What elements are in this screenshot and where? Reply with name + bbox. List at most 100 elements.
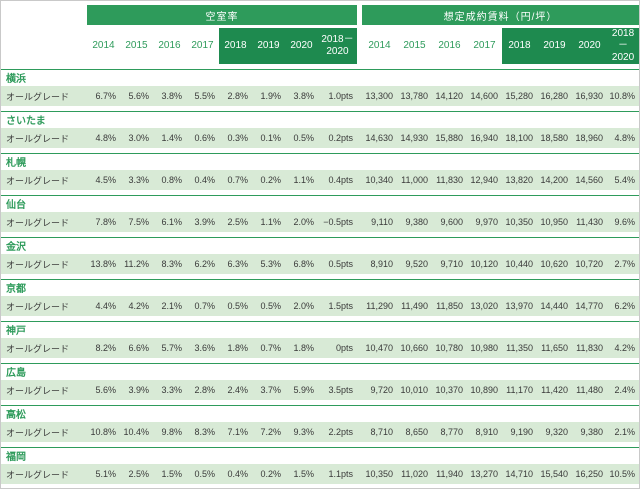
year-header-vacancy-2: 2015 — [120, 28, 153, 64]
vacancy-value: 4.8% — [87, 128, 120, 148]
vacancy-value: 9.3% — [285, 422, 318, 442]
vacancy-value: 0.8% — [153, 170, 186, 190]
city-name: 神戸 — [1, 320, 639, 338]
vacancy-value: 5.9% — [285, 380, 318, 400]
vacancy-value: 0.5% — [219, 296, 252, 316]
city-row: 福岡 — [1, 446, 639, 464]
rent-value: 10,440 — [502, 254, 537, 274]
city-row: 札幌 — [1, 152, 639, 170]
vacancy-value: 0.2% — [252, 170, 285, 190]
vacancy-value: 0.5% — [252, 296, 285, 316]
rent-value: 18,960 — [572, 128, 607, 148]
rent-value: 5.4% — [607, 170, 639, 190]
section-spacer-row — [1, 400, 639, 405]
vacancy-value: 2.0% — [285, 212, 318, 232]
vacancy-value: 0.6% — [186, 128, 219, 148]
vacancy-value: 1.9% — [252, 86, 285, 106]
rent-value: 13,970 — [502, 296, 537, 316]
vacancy-value: 7.8% — [87, 212, 120, 232]
vacancy-value: 3.0% — [120, 128, 153, 148]
vacancy-value: 2.8% — [219, 86, 252, 106]
vacancy-value: 6.2% — [186, 254, 219, 274]
vacancy-value: 1.1pts — [318, 464, 357, 484]
rent-value: 18,100 — [502, 128, 537, 148]
rent-value: 13,300 — [362, 86, 397, 106]
rent-value: 9,720 — [362, 380, 397, 400]
vacancy-value: 8.3% — [153, 254, 186, 274]
rent-value: 13,020 — [467, 296, 502, 316]
column-gap — [357, 212, 362, 232]
rent-value: 8,910 — [362, 254, 397, 274]
vacancy-value: 0.5pts — [318, 254, 357, 274]
city-name: 京都 — [1, 278, 639, 296]
vacancy-value: 1.8% — [285, 338, 318, 358]
vacancy-value: 5.6% — [87, 380, 120, 400]
vacancy-value: 5.6% — [120, 86, 153, 106]
vacancy-value: 8.2% — [87, 338, 120, 358]
vacancy-value: 0.5% — [285, 128, 318, 148]
vacancy-value: 0.4pts — [318, 170, 357, 190]
rent-value: 13,780 — [397, 86, 432, 106]
section-spacer-row — [1, 484, 639, 488]
rent-value: 15,540 — [537, 464, 572, 484]
rent-value: 10,350 — [502, 212, 537, 232]
section-spacer-row — [1, 442, 639, 447]
vacancy-value: 0pts — [318, 338, 357, 358]
vacancy-value: 3.3% — [120, 170, 153, 190]
column-gap — [357, 422, 362, 442]
rent-value: 9.6% — [607, 212, 639, 232]
rent-value: 6.2% — [607, 296, 639, 316]
rent-value: 4.2% — [607, 338, 639, 358]
rent-value: 8,770 — [432, 422, 467, 442]
column-gap — [357, 170, 362, 190]
vacancy-value: 3.8% — [153, 86, 186, 106]
rent-value: 2.4% — [607, 380, 639, 400]
rent-group-header: 想定成約賃料（円/坪） — [362, 5, 639, 25]
grade-label: オールグレード — [1, 170, 87, 190]
table-row: オールグレード 4.8% 3.0% 1.4% 0.6% 0.3% 0.1% 0.5% 0.2pt… — [1, 128, 639, 148]
group-header-row: 空室率 想定成約賃料（円/坪） — [1, 5, 639, 25]
rent-value: 10.5% — [607, 464, 639, 484]
column-gap — [357, 464, 362, 484]
section-spacer-row — [1, 358, 639, 363]
vacancy-value: 6.1% — [153, 212, 186, 232]
city-name: 札幌 — [1, 152, 639, 170]
vacancy-value: 0.2% — [252, 464, 285, 484]
vacancy-value: 0.2pts — [318, 128, 357, 148]
section-spacer-row — [1, 190, 639, 195]
rent-value: 10,620 — [537, 254, 572, 274]
rent-value: 10,980 — [467, 338, 502, 358]
grade-label: オールグレード — [1, 212, 87, 232]
label-column-blank — [1, 28, 87, 64]
rent-value: 10,350 — [362, 464, 397, 484]
vacancy-value: 3.5pts — [318, 380, 357, 400]
city-row: 京都 — [1, 278, 639, 296]
city-row: 広島 — [1, 362, 639, 380]
city-name: 横浜 — [1, 68, 639, 86]
vacancy-value: 11.2% — [120, 254, 153, 274]
year-header-rent-6: 2019 — [537, 28, 572, 64]
vacancy-value: 6.7% — [87, 86, 120, 106]
vacancy-value: 8.3% — [186, 422, 219, 442]
vacancy-value: 3.9% — [186, 212, 219, 232]
vacancy-value: 4.2% — [120, 296, 153, 316]
year-header-vacancy-6: 2019 — [252, 28, 285, 64]
vacancy-value: 1.5% — [153, 464, 186, 484]
rent-value: 11,350 — [502, 338, 537, 358]
year-header-rent-4: 2017 — [467, 28, 502, 64]
table-row: オールグレード 13.8% 11.2% 8.3% 6.2% 6.3% 5.3% 6.8% 0.5… — [1, 254, 639, 274]
rent-value: 14,120 — [432, 86, 467, 106]
grade-label: オールグレード — [1, 464, 87, 484]
table-body: 横浜 オールグレード 6.7% 5.6% 3.8% 5.5% 2.8% 1.9% 3.8% 1.0… — [1, 64, 639, 488]
rent-value: 9,190 — [502, 422, 537, 442]
rent-value: 16,940 — [467, 128, 502, 148]
corner-blank-cell — [1, 5, 87, 25]
rent-value: 10,890 — [467, 380, 502, 400]
column-gap — [357, 296, 362, 316]
year-header-vacancy-7: 2020 — [285, 28, 318, 64]
vacancy-value: 0.3% — [219, 128, 252, 148]
rent-value: 13,820 — [502, 170, 537, 190]
rent-value: 9,380 — [397, 212, 432, 232]
grade-label: オールグレード — [1, 296, 87, 316]
